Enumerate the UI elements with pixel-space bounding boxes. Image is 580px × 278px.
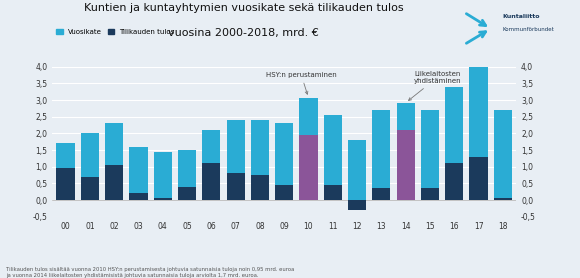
Bar [227,120,245,200]
Bar [178,150,196,200]
Bar [397,103,415,200]
Bar [494,198,512,200]
Text: vuosina 2000-2018, mrd. €: vuosina 2000-2018, mrd. € [168,28,319,38]
Bar [56,168,75,200]
Text: Kommunförbundet: Kommunförbundet [502,27,554,32]
Bar [202,130,220,200]
Bar [494,110,512,200]
Bar [105,123,124,200]
Bar [299,135,318,200]
Bar [81,177,99,200]
Bar [421,110,439,200]
Bar [445,163,463,200]
Bar [129,193,147,200]
Bar [397,130,415,200]
Bar [251,175,269,200]
Bar [348,140,366,200]
Legend: Vuosikate, Tilikauden tulos: Vuosikate, Tilikauden tulos [56,28,175,36]
Text: Tilikauden tulos sisältää vuonna 2010 HSY:n perustamisesta johtuvia satunnaisia : Tilikauden tulos sisältää vuonna 2010 HS… [6,267,294,278]
Text: Liikelaitosten
yhdistäminen: Liikelaitosten yhdistäminen [408,71,461,100]
Bar [178,187,196,200]
Bar [154,152,172,200]
Bar [324,185,342,200]
Bar [469,157,488,200]
Bar [227,173,245,200]
Bar [105,165,124,200]
Bar [275,123,293,200]
Bar [469,67,488,200]
Bar [421,188,439,200]
Bar [56,143,75,200]
Bar [299,98,318,200]
Bar [202,163,220,200]
Bar [348,200,366,210]
Bar [154,198,172,200]
Text: Kuntaliitto: Kuntaliitto [502,14,540,19]
Bar [129,147,147,200]
Bar [372,188,390,200]
Bar [324,115,342,200]
Bar [275,185,293,200]
Text: HSY:n perustaminen: HSY:n perustaminen [266,72,336,94]
Bar [372,110,390,200]
Bar [445,87,463,200]
Bar [251,120,269,200]
Text: Kuntien ja kuntayhtymien vuosikate sekä tilikauden tulos: Kuntien ja kuntayhtymien vuosikate sekä … [84,3,404,13]
Bar [81,133,99,200]
